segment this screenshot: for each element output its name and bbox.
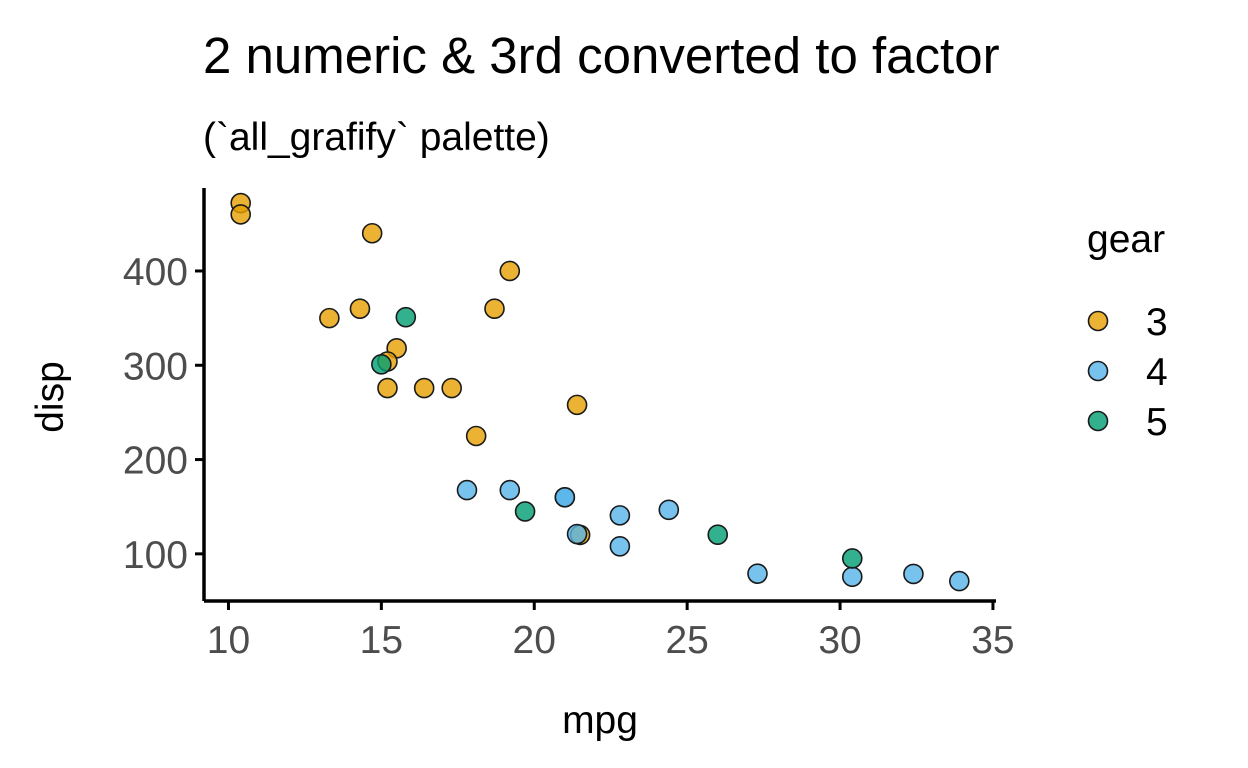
data-point xyxy=(566,394,588,416)
data-point xyxy=(841,566,863,588)
data-point xyxy=(230,204,251,225)
data-point xyxy=(319,307,340,329)
data-point xyxy=(499,260,521,282)
x-tick-label: 35 xyxy=(971,619,1014,662)
y-tick-label: 400 xyxy=(123,251,188,294)
legend-label: 4 xyxy=(1146,351,1168,394)
data-point xyxy=(707,524,729,546)
legend-label: 5 xyxy=(1146,401,1168,444)
y-tick-label: 200 xyxy=(123,440,188,483)
x-tick-label: 10 xyxy=(207,619,250,662)
data-point xyxy=(566,523,588,545)
legend-key xyxy=(1087,410,1109,432)
data-point xyxy=(554,486,576,508)
data-point xyxy=(841,548,863,569)
data-point xyxy=(949,570,970,592)
y-tick-label: 100 xyxy=(123,534,188,577)
legend-title: gear xyxy=(1087,218,1165,261)
data-point xyxy=(484,298,505,319)
legend-key xyxy=(1087,310,1109,332)
data-point xyxy=(747,563,768,584)
data-point xyxy=(499,479,521,501)
x-tick-label: 15 xyxy=(360,619,403,662)
x-tick-label: 30 xyxy=(818,619,861,662)
data-point xyxy=(371,354,392,375)
data-point xyxy=(395,306,417,328)
chart-subtitle: (`all_grafify` palette) xyxy=(203,116,550,159)
data-point xyxy=(465,425,487,447)
data-point xyxy=(609,505,631,526)
x-tick-label: 25 xyxy=(665,619,708,662)
data-point xyxy=(377,377,398,399)
plot-area: 10 15 20 25 30 35 100 200 300 400 xyxy=(123,188,1015,662)
y-tick-label: 300 xyxy=(123,345,188,388)
data-point xyxy=(413,377,435,399)
legend-key xyxy=(1087,360,1109,382)
data-point xyxy=(658,499,680,521)
x-tick-label: 20 xyxy=(513,619,556,662)
data-point xyxy=(456,479,478,501)
data-point xyxy=(514,501,536,522)
data-point xyxy=(903,563,924,585)
data-point xyxy=(349,298,371,319)
x-axis-title: mpg xyxy=(562,699,638,742)
chart-title: 2 numeric & 3rd converted to factor xyxy=(203,27,1000,84)
legend: gear 3 4 5 xyxy=(1087,218,1168,444)
data-point xyxy=(361,222,383,244)
legend-label: 3 xyxy=(1146,301,1168,344)
y-axis-title: disp xyxy=(29,361,72,433)
data-point xyxy=(609,536,631,557)
data-point xyxy=(441,377,462,399)
